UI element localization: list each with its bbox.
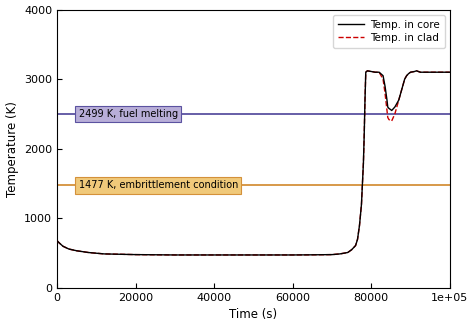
Text: 2499 K, fuel melting: 2499 K, fuel melting: [79, 109, 178, 119]
Temp. in core: [54, 239, 60, 243]
Temp. in core: [349, 248, 355, 252]
Temp. in core: [172, 253, 178, 257]
Temp. in clad: [396, 98, 401, 102]
Temp. in clad: [447, 70, 453, 74]
Text: 1477 K, embrittlement condition: 1477 K, embrittlement condition: [79, 180, 238, 190]
Temp. in core: [447, 70, 453, 74]
Y-axis label: Temperature (K): Temperature (K): [6, 101, 18, 197]
Temp. in clad: [363, 70, 369, 74]
Temp. in core: [363, 70, 369, 74]
Temp. in clad: [60, 244, 66, 248]
Temp. in clad: [66, 247, 72, 251]
Temp. in core: [392, 105, 398, 109]
Temp. in core: [66, 247, 72, 251]
Temp. in clad: [172, 253, 178, 257]
Temp. in clad: [365, 69, 370, 73]
Temp. in clad: [349, 248, 355, 252]
Temp. in core: [60, 244, 66, 248]
Legend: Temp. in core, Temp. in clad: Temp. in core, Temp. in clad: [333, 15, 445, 48]
Temp. in core: [365, 69, 370, 73]
X-axis label: Time (s): Time (s): [229, 308, 277, 321]
Line: Temp. in core: Temp. in core: [57, 71, 450, 255]
Temp. in clad: [392, 112, 398, 116]
Line: Temp. in clad: Temp. in clad: [57, 71, 450, 255]
Temp. in core: [396, 98, 401, 102]
Temp. in clad: [54, 239, 60, 243]
